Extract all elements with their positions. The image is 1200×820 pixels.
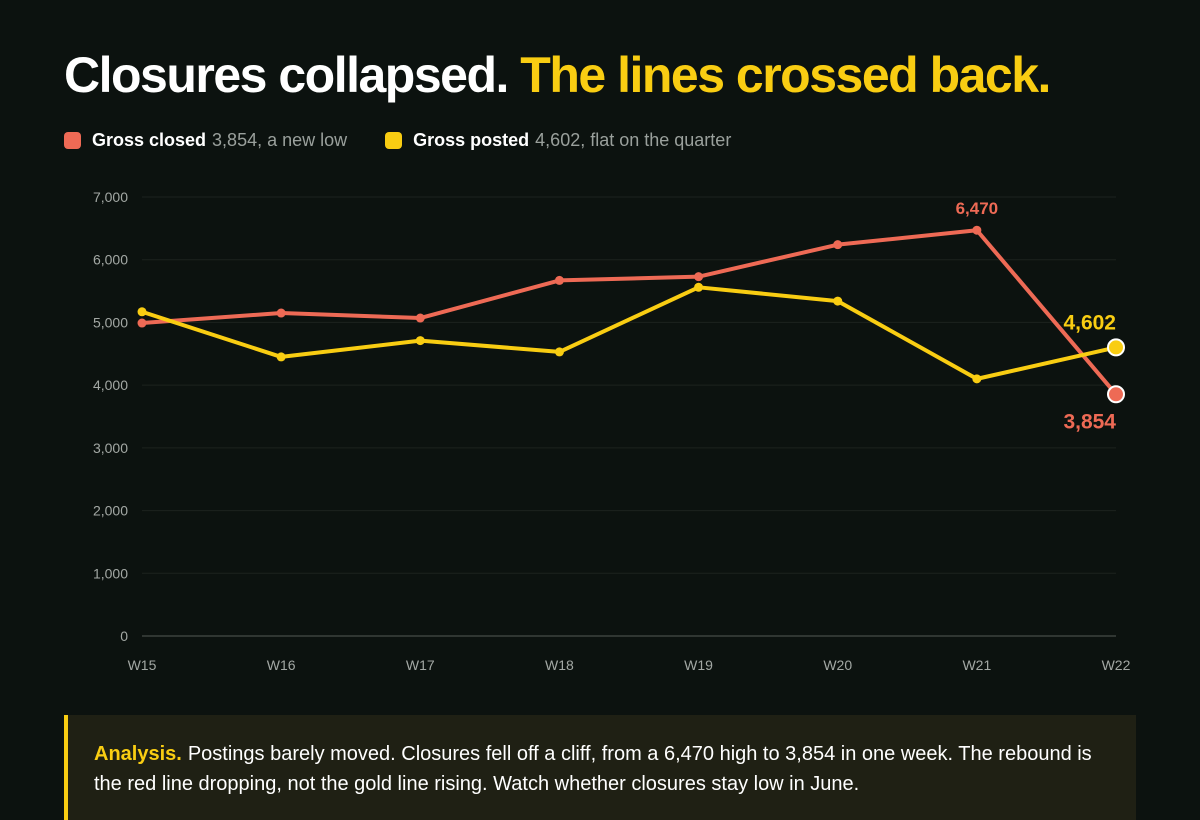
y-tick-label: 2,000 — [93, 503, 128, 519]
gross-closed-point — [972, 225, 982, 235]
x-tick-label: W20 — [823, 657, 852, 673]
gross-posted-point — [137, 307, 147, 317]
y-tick-label: 4,000 — [93, 377, 128, 393]
legend-label-gross-posted: Gross posted — [413, 130, 530, 150]
gross-closed-point — [694, 272, 704, 282]
series-line-gross-posted — [140, 285, 1118, 381]
analysis-box: Analysis. Postings barely moved. Closures… — [64, 715, 1136, 820]
y-tick-label: 0 — [120, 628, 128, 644]
title-accent: The lines crossed back. — [520, 47, 1051, 103]
y-tick-label: 1,000 — [93, 565, 128, 581]
analysis-text: Postings barely moved. Closures fell off… — [94, 743, 1092, 795]
gross-closed-point — [276, 308, 286, 318]
legend-swatch-gross-posted — [385, 132, 403, 149]
y-tick-label: 3,000 — [93, 440, 128, 456]
x-tick-label: W18 — [545, 657, 574, 673]
data-label: 3,854 — [1063, 410, 1116, 433]
gross-posted-point — [833, 296, 843, 306]
line-chart: 0 1,000 2,000 3,000 4,000 5,000 6,000 7,000 W15 W… — [93, 189, 1131, 673]
x-tick-label: W22 — [1102, 657, 1131, 673]
analysis-label: Analysis. — [94, 743, 182, 765]
gross-posted-point — [415, 336, 425, 346]
y-tick-label: 5,000 — [93, 314, 128, 330]
gross-posted-point — [554, 347, 564, 357]
gross-closed-point — [1107, 385, 1125, 404]
gross-closed-point — [554, 275, 564, 285]
legend-note-gross-closed: 3,854, a new low — [212, 130, 348, 150]
y-tick-label: 7,000 — [93, 189, 128, 205]
x-tick-label: W17 — [406, 657, 435, 673]
x-tick-label: W19 — [684, 657, 713, 673]
gross-closed-point — [833, 240, 843, 250]
gross-posted-point — [1107, 338, 1125, 357]
series-line-gross-closed — [140, 228, 1118, 397]
x-tick-label: W21 — [962, 657, 991, 673]
gross-closed-point — [415, 313, 425, 323]
title-main: Closures collapsed. — [64, 47, 509, 103]
gross-closed-point — [137, 318, 147, 328]
legend-item-gross-closed: Gross closed 3,854, a new low — [64, 130, 347, 151]
gross-posted-point — [276, 352, 286, 362]
data-label: 4,602 — [1063, 311, 1116, 334]
x-tick-label: W15 — [128, 657, 157, 673]
gross-posted-point — [972, 374, 982, 384]
gross-posted-point — [694, 282, 704, 292]
chart-title: Closures collapsed. The lines crossed ba… — [64, 46, 1051, 104]
legend-swatch-gross-closed — [64, 132, 81, 149]
legend-note-gross-posted: 4,602, flat on the quarter — [535, 130, 732, 150]
x-tick-label: W16 — [267, 657, 296, 673]
y-tick-label: 6,000 — [93, 252, 128, 268]
legend: Gross closed 3,854, a new low Gross post… — [64, 130, 769, 151]
legend-label-gross-closed: Gross closed — [92, 130, 207, 150]
legend-item-gross-posted: Gross posted 4,602, flat on the quarter — [385, 130, 731, 151]
data-label: 6,470 — [956, 199, 999, 218]
